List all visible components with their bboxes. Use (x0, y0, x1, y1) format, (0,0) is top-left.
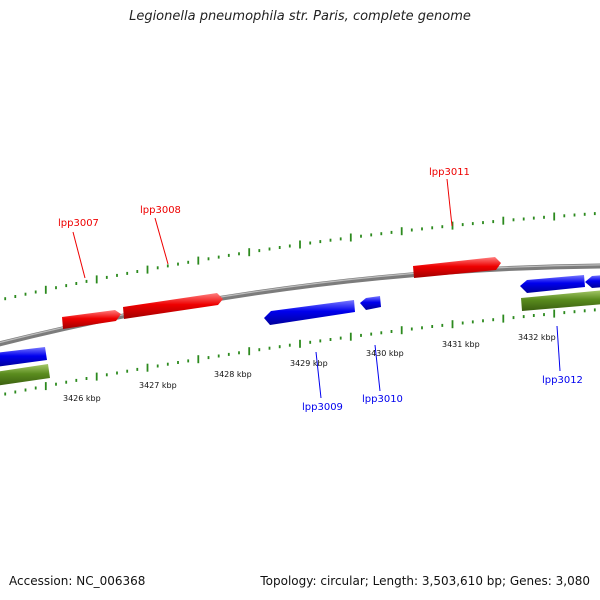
gene-lpp3009[interactable] (264, 300, 355, 325)
scale-label-3431: 3431 kbp (442, 340, 480, 349)
gene-label-lpp3007[interactable]: lpp3007 (58, 218, 99, 229)
scale-label-3427: 3427 kbp (139, 381, 177, 390)
label-leaders (72, 178, 561, 399)
scale-label-3426: 3426 kbp (63, 394, 101, 403)
green-block-left (0, 364, 50, 386)
gene-label-lpp3010[interactable]: lpp3010 (362, 394, 403, 405)
gene-lpp3012[interactable] (520, 275, 585, 293)
scale-label-3432: 3432 kbp (518, 333, 556, 342)
gene-label-lpp3011[interactable]: lpp3011 (429, 167, 470, 178)
scale-labels: 3426 kbp 3427 kbp 3428 kbp 3429 kbp 3430… (63, 333, 556, 403)
green-track (0, 290, 600, 386)
scale-label-3428: 3428 kbp (214, 370, 252, 379)
gene-lpp3011[interactable] (413, 257, 501, 278)
gene-label-lpp3012[interactable]: lpp3012 (542, 375, 583, 386)
scale-label-3430: 3430 kbp (366, 349, 404, 358)
gene-lpp3010[interactable] (360, 296, 381, 310)
accession-label: Accession: NC_006368 (9, 574, 146, 588)
gene-labels: lpp3007 lpp3008 lpp3011 lpp3009 lpp3010 … (58, 167, 583, 413)
gene-lpp3007[interactable] (62, 310, 121, 329)
green-block-right (521, 290, 600, 311)
forward-genes (62, 257, 501, 329)
genome-summary: Topology: circular; Length: 3,503,610 bp… (260, 574, 590, 588)
gene-left-partial[interactable] (0, 347, 47, 367)
map-title: Legionella pneumophila str. Paris, compl… (129, 9, 471, 24)
reverse-genes (0, 275, 600, 367)
gene-label-lpp3008[interactable]: lpp3008 (140, 205, 181, 216)
gene-right-partial[interactable] (585, 275, 600, 288)
genome-backbone (0, 263, 600, 347)
gene-lpp3008[interactable] (123, 293, 223, 319)
gene-label-lpp3009[interactable]: lpp3009 (302, 402, 343, 413)
forward-scale-ticks (4, 212, 596, 301)
scale-label-3429: 3429 kbp (290, 359, 328, 368)
reverse-scale-ticks (4, 308, 596, 396)
